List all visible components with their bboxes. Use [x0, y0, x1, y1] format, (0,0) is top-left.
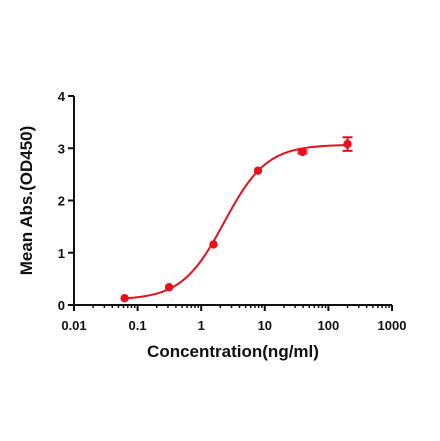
y-tick-label: 3	[58, 141, 65, 156]
fit-curve	[124, 144, 348, 300]
y-axis-title: Mean Abs.(OD450)	[17, 126, 36, 276]
x-tick-label: 100	[318, 318, 340, 333]
x-tick-label: 10	[258, 318, 272, 333]
data-point	[298, 147, 307, 157]
x-tick-label: 0.01	[61, 318, 86, 333]
x-ticks: 0.01 0.1 1 10 100 1000	[61, 305, 406, 333]
data-point	[120, 294, 129, 303]
x-axis-title: Concentration(ng/ml)	[147, 342, 319, 361]
series-layer	[120, 136, 353, 303]
y-tick-label: 2	[58, 194, 65, 209]
x-tick-label: 1	[198, 318, 205, 333]
data-point	[343, 139, 352, 149]
y-tick-label: 4	[58, 89, 66, 104]
y-tick-label: 0	[58, 298, 65, 313]
y-ticks: 0 1 2 3 4	[58, 89, 74, 313]
x-tick-label: 0.1	[129, 318, 147, 333]
data-point	[209, 240, 218, 249]
axes: 0 1 2 3 4 0.01 0.1 1 10 100 1000	[58, 89, 407, 333]
data-point	[164, 283, 174, 292]
data-point	[253, 166, 263, 175]
x-tick-label: 1000	[378, 318, 407, 333]
y-tick-label: 1	[58, 246, 65, 261]
